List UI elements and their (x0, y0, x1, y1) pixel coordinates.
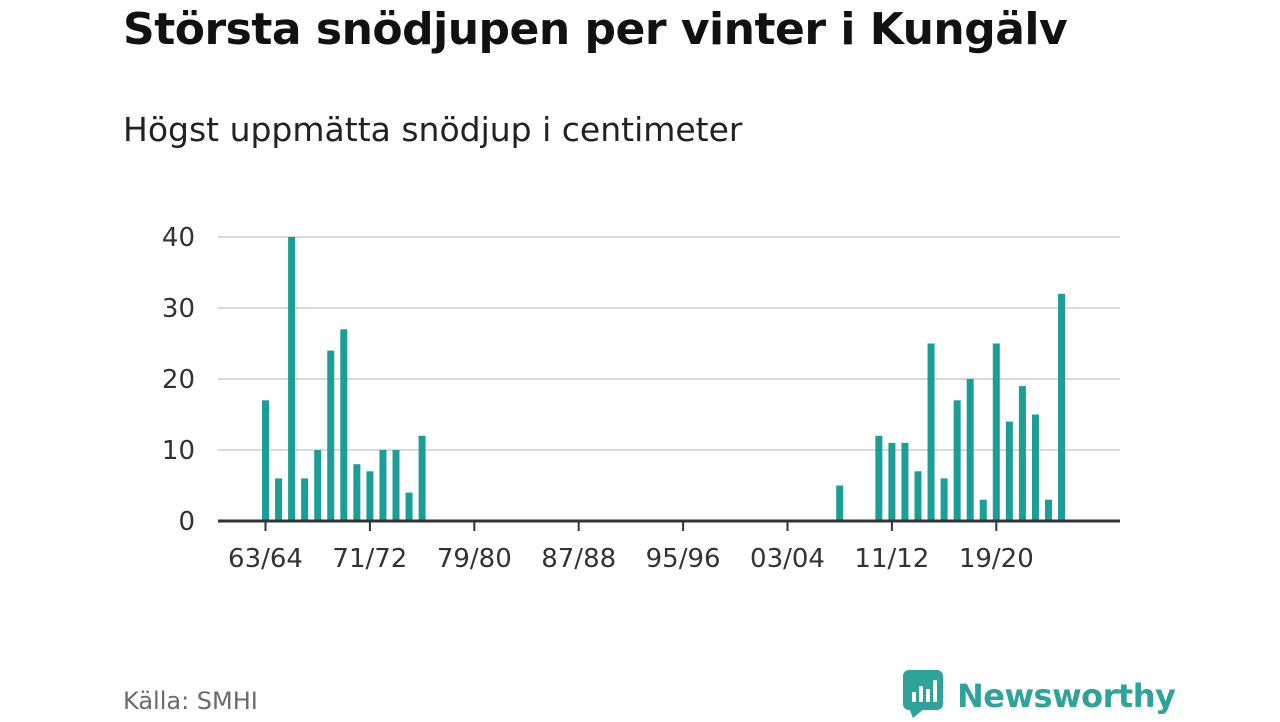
bar (262, 400, 269, 521)
y-tick-label: 30 (162, 294, 195, 324)
bar (966, 379, 974, 521)
bar (888, 442, 896, 521)
source-note: Källa: SMHI (123, 687, 258, 715)
bar (340, 329, 348, 521)
chart-subtitle: Högst uppmätta snödjup i centimeter (123, 110, 743, 149)
y-tick-label: 10 (162, 436, 195, 466)
bar (836, 485, 844, 521)
x-tick-label: 19/20 (959, 544, 1034, 574)
bar (914, 471, 922, 521)
y-tick-label: 0 (178, 507, 195, 537)
bar (901, 442, 909, 521)
bar (392, 450, 400, 521)
bar (953, 400, 961, 521)
x-tick-label: 87/88 (541, 544, 616, 574)
bar (1058, 293, 1066, 521)
bar (288, 237, 296, 521)
bar (1005, 421, 1013, 521)
bar (301, 478, 309, 521)
bar (927, 343, 935, 521)
x-tick-label: 71/72 (332, 544, 407, 574)
y-tick-label: 20 (162, 365, 195, 395)
bar (418, 435, 426, 521)
newsworthy-logo-icon (903, 670, 943, 722)
tick-labels: 0 10 20 30 40 63/64 71/72 79/80 87/88 95/96 03/04 1… (162, 223, 1034, 574)
y-tick-label: 40 (162, 223, 195, 253)
bar (314, 450, 322, 521)
x-tick-label: 79/80 (437, 544, 512, 574)
bar (366, 471, 374, 521)
bars (262, 237, 1066, 521)
chart-title: Största snödjupen per vinter i Kungälv (123, 4, 1068, 55)
bar (940, 478, 948, 521)
x-tick-label: 11/12 (854, 544, 929, 574)
bar-chart: 0 10 20 30 40 63/64 71/72 79/80 87/88 95/96 03/04 1… (162, 223, 1120, 574)
bar (327, 350, 335, 521)
bar (992, 343, 1000, 521)
bar (1031, 414, 1039, 521)
bar (379, 450, 387, 521)
bar (1018, 386, 1026, 521)
brand-name: Newsworthy (957, 677, 1176, 715)
bar (1045, 499, 1052, 521)
bar (875, 435, 883, 521)
x-tick-label: 63/64 (228, 544, 303, 574)
x-tick-label: 95/96 (646, 544, 721, 574)
bar (275, 478, 283, 521)
bar (405, 492, 413, 521)
bar (353, 464, 361, 521)
x-tick-label: 03/04 (750, 544, 825, 574)
brand-logo[interactable]: Newsworthy (903, 670, 1176, 722)
axes (218, 519, 1120, 531)
bar (979, 499, 987, 521)
gridlines (218, 236, 1120, 451)
